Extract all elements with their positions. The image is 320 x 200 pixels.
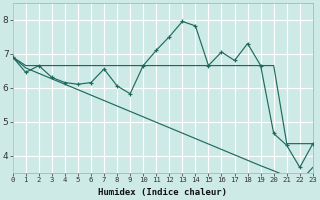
X-axis label: Humidex (Indice chaleur): Humidex (Indice chaleur) <box>98 188 227 197</box>
